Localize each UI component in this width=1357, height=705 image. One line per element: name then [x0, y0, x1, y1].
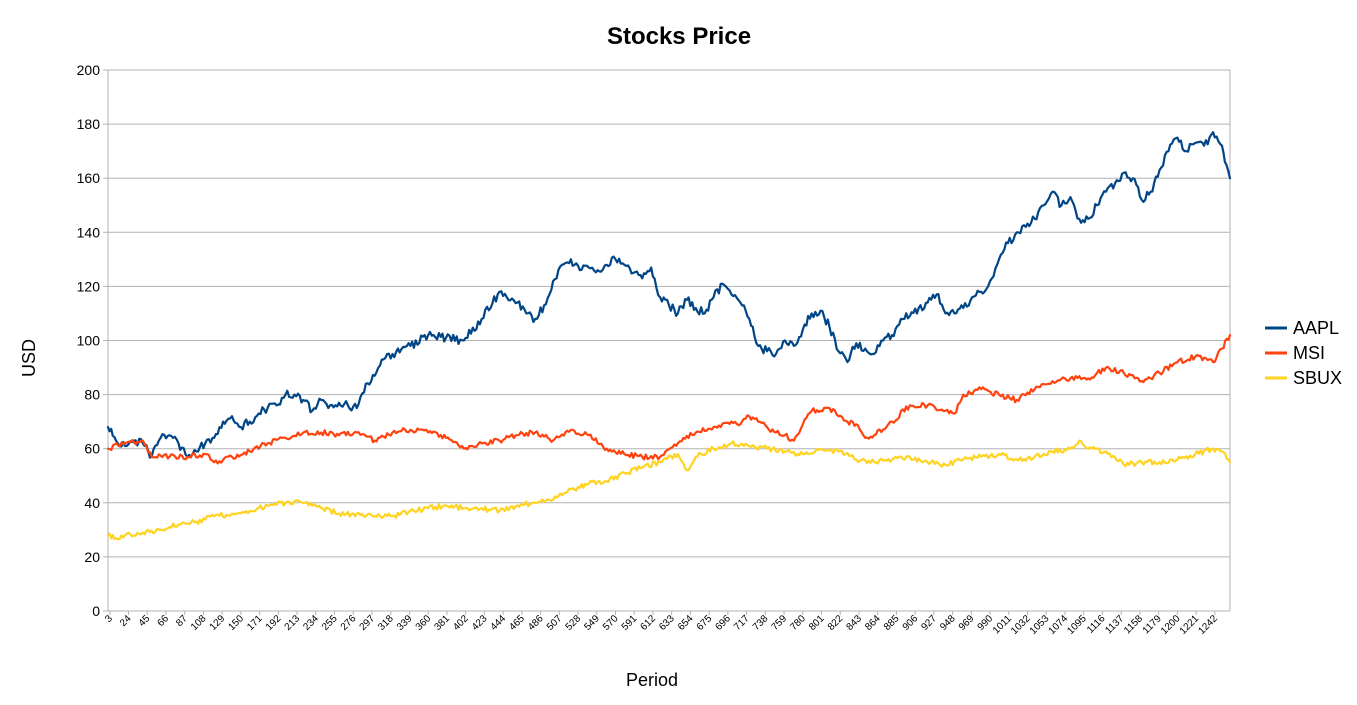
y-tick-label: 100	[77, 333, 101, 349]
x-axis-label: Period	[626, 670, 678, 690]
legend: AAPL MSI SBUX	[1265, 318, 1342, 388]
y-tick-label: 20	[84, 549, 100, 565]
y-tick-label: 60	[84, 441, 100, 457]
legend-label-sbux: SBUX	[1293, 368, 1342, 388]
legend-label-msi: MSI	[1293, 343, 1325, 363]
y-axis-label: USD	[19, 339, 39, 377]
y-tick-labels: 0 20 40 60 80 100 120 140 160 180 200	[77, 62, 101, 619]
series-lines	[106, 131, 1232, 541]
y-tick-label: 0	[92, 603, 100, 619]
y-tick-label: 160	[77, 170, 101, 186]
axes	[103, 69, 1231, 615]
series-line-msi	[106, 334, 1232, 465]
y-tick-label: 40	[84, 495, 100, 511]
chart-title: Stocks Price	[607, 23, 751, 50]
y-tick-label: 120	[77, 278, 101, 294]
legend-label-aapl: AAPL	[1293, 318, 1339, 338]
gridlines	[108, 69, 1230, 612]
series-line-sbux	[106, 439, 1232, 541]
y-tick-label: 180	[77, 116, 101, 132]
y-tick-label: 140	[77, 224, 101, 240]
y-tick-label: 80	[84, 387, 100, 403]
y-tick-label: 200	[77, 62, 101, 78]
series-line-aapl	[106, 131, 1232, 459]
